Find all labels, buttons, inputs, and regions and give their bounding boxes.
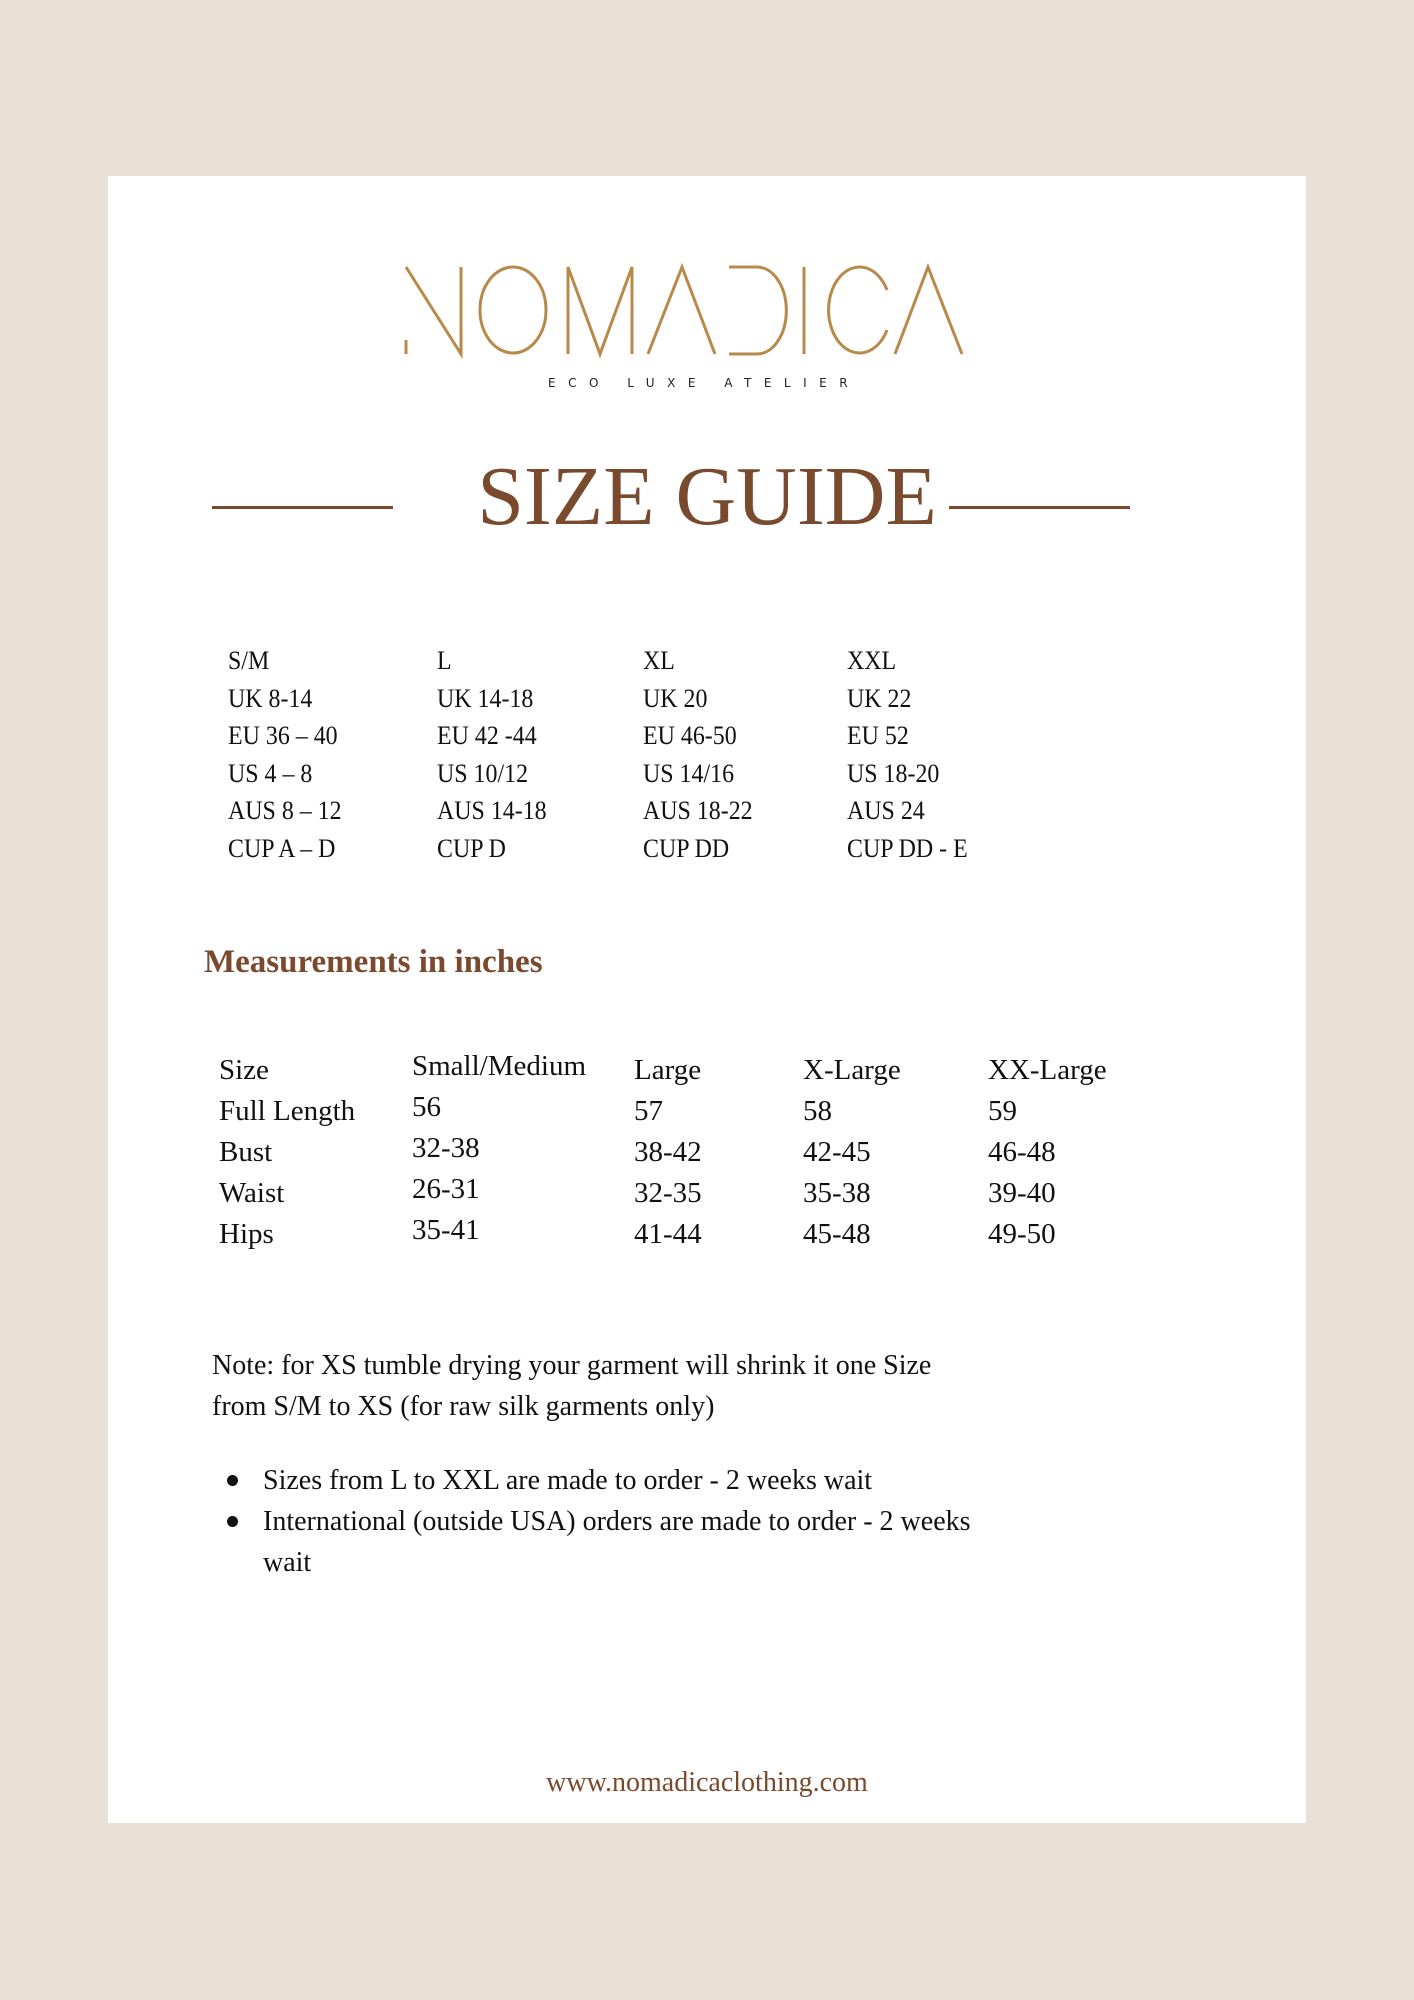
cell: UK 22 xyxy=(847,683,912,713)
cell: EU 36 – 40 xyxy=(228,721,338,751)
cell: 56 xyxy=(412,1091,441,1123)
cell: US 14/16 xyxy=(643,758,735,788)
column-header: Size xyxy=(219,1054,269,1086)
size-column-l: L UK 14-18 EU 42 -44 US 10/12 AUS 14-18 … xyxy=(437,642,547,868)
cell: 35-38 xyxy=(803,1177,871,1209)
row-label: Full Length xyxy=(219,1095,356,1127)
cell: UK 8-14 xyxy=(228,683,313,713)
cell: XXL xyxy=(847,646,897,675)
cell: 26-31 xyxy=(412,1173,480,1205)
nomadica-logo xyxy=(404,262,964,360)
size-column-xl: XL UK 20 EU 46-50 US 14/16 AUS 18-22 CUP… xyxy=(643,642,753,868)
column-header: Large xyxy=(634,1054,702,1086)
cell: UK 14-18 xyxy=(437,683,534,713)
cell: 42-45 xyxy=(803,1136,871,1168)
cell: US 18-20 xyxy=(847,758,940,788)
size-column-xxl: XXL UK 22 EU 52 US 18-20 AUS 24 CUP DD -… xyxy=(847,642,968,868)
cell: UK 20 xyxy=(643,683,708,713)
cell: XL xyxy=(643,646,675,675)
cell: AUS 24 xyxy=(847,796,925,826)
cell: 49-50 xyxy=(988,1218,1056,1250)
cell: 45-48 xyxy=(803,1218,871,1250)
title-rule-right xyxy=(949,506,1130,509)
row-label: Bust xyxy=(219,1136,273,1168)
note-line: Note: for XS tumble drying your garment … xyxy=(212,1350,932,1381)
cell: 35-41 xyxy=(412,1214,480,1246)
measure-column-xxl: XX-Large 59 46-48 39-40 49-50 xyxy=(988,1050,1107,1255)
logo-tagline: ECO LUXE ATELIER xyxy=(548,376,861,390)
measurements-heading: Measurements in inches xyxy=(204,944,543,980)
website-link[interactable]: www.nomadicaclothing.com xyxy=(546,1767,868,1798)
bullet-icon xyxy=(227,1516,238,1527)
bullet-icon xyxy=(227,1475,238,1486)
cell: CUP D xyxy=(437,833,506,863)
cell: 39-40 xyxy=(988,1177,1056,1209)
note-line: from S/M to XS (for raw silk garments on… xyxy=(212,1391,715,1422)
cell: US 10/12 xyxy=(437,758,529,788)
cell: 59 xyxy=(988,1095,1017,1127)
cell: EU 52 xyxy=(847,721,909,751)
measure-column-sm: Small/Medium 56 32-38 26-31 35-41 xyxy=(412,1046,586,1251)
size-guide-card xyxy=(108,176,1306,1823)
page-title: SIZE GUIDE xyxy=(477,450,937,543)
cell: EU 42 -44 xyxy=(437,721,537,751)
title-rule-left xyxy=(212,506,393,509)
cell: 58 xyxy=(803,1095,832,1127)
note-text: Note: for XS tumble drying your garment … xyxy=(212,1345,931,1427)
cell: CUP DD xyxy=(643,833,730,863)
column-header: XX-Large xyxy=(988,1054,1107,1086)
column-header: Small/Medium xyxy=(412,1050,586,1082)
cell: 57 xyxy=(634,1095,663,1127)
cell: 38-42 xyxy=(634,1136,702,1168)
row-label: Hips xyxy=(219,1218,274,1250)
cell: 32-35 xyxy=(634,1177,702,1209)
list-item-text: Sizes from L to XXL are made to order - … xyxy=(263,1465,873,1496)
measure-column-l: Large 57 38-42 32-35 41-44 xyxy=(634,1050,702,1255)
cell: CUP DD - E xyxy=(847,833,968,863)
cell: EU 46-50 xyxy=(643,721,737,751)
cell: 32-38 xyxy=(412,1132,480,1164)
list-item-text: International (outside USA) orders are m… xyxy=(263,1506,971,1537)
measure-column-label: Size Full Length Bust Waist Hips xyxy=(219,1050,355,1255)
cell: S/M xyxy=(228,646,270,675)
cell: L xyxy=(437,646,452,675)
list-item: Sizes from L to XXL are made to order - … xyxy=(263,1460,872,1501)
list-item-text: wait xyxy=(263,1547,312,1578)
cell: AUS 8 – 12 xyxy=(228,796,342,826)
size-column-sm: S/M UK 8-14 EU 36 – 40 US 4 – 8 AUS 8 – … xyxy=(228,642,342,868)
measure-column-xl: X-Large 58 42-45 35-38 45-48 xyxy=(803,1050,901,1255)
cell: CUP A – D xyxy=(228,833,336,863)
cell: AUS 18-22 xyxy=(643,796,753,826)
cell: 41-44 xyxy=(634,1218,702,1250)
list-item: International (outside USA) orders are m… xyxy=(263,1501,971,1583)
column-header: X-Large xyxy=(803,1054,901,1086)
row-label: Waist xyxy=(219,1177,285,1209)
cell: 46-48 xyxy=(988,1136,1056,1168)
cell: US 4 – 8 xyxy=(228,758,313,788)
cell: AUS 14-18 xyxy=(437,796,547,826)
